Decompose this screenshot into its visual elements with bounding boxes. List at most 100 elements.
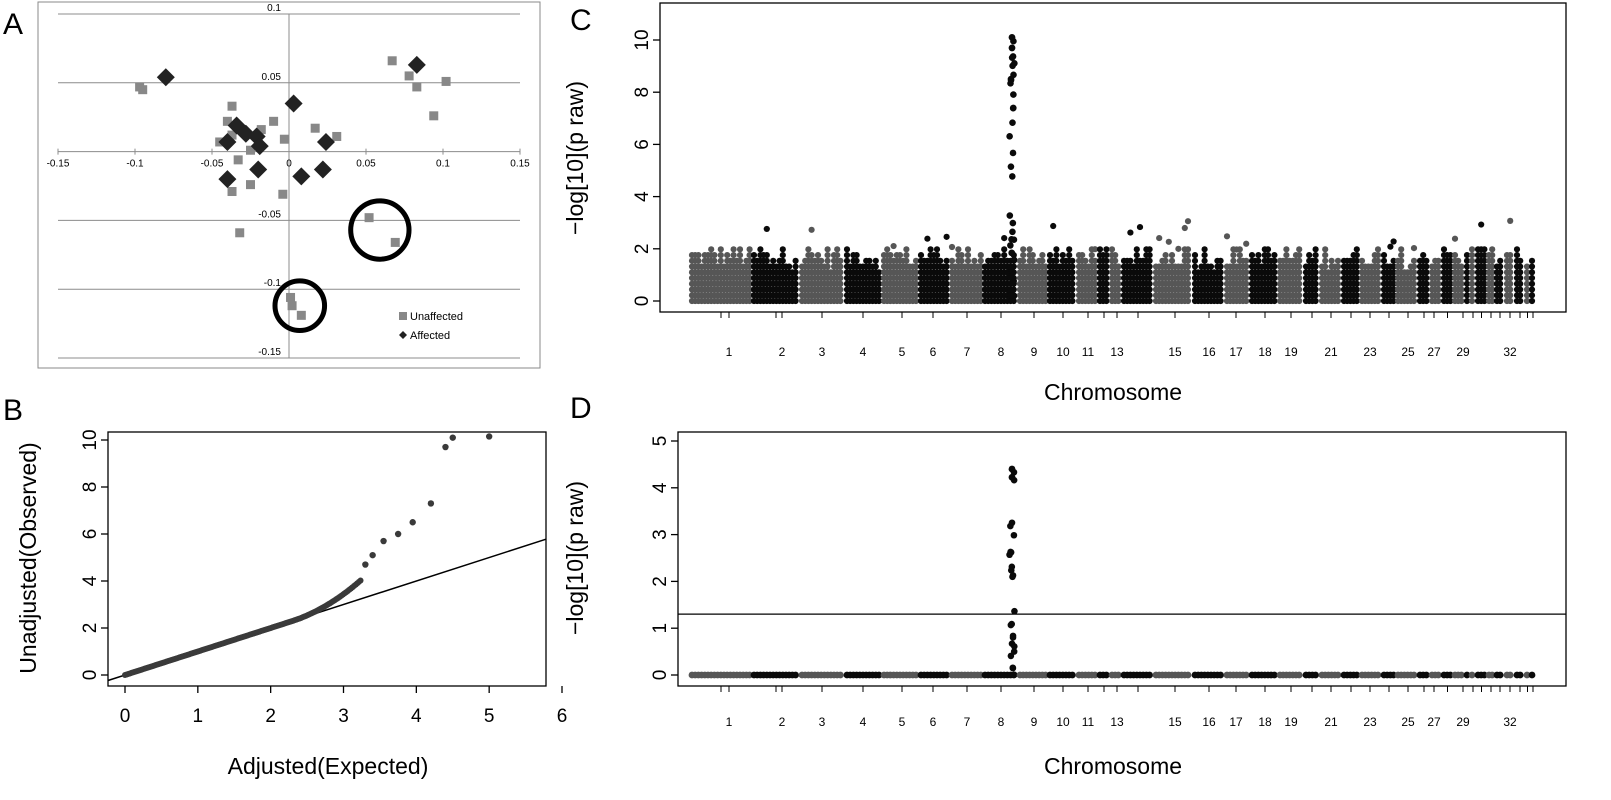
chromosome-label: 4 [860, 715, 867, 729]
snp-point [834, 246, 841, 253]
snp-point [1069, 292, 1076, 299]
snp-point [964, 257, 972, 264]
x-tick-label: 0 [120, 706, 131, 727]
chromosome-points-group [1108, 671, 1122, 679]
snp-point [1146, 292, 1153, 299]
snp-point [1334, 257, 1342, 264]
chromosome-points-group [1276, 671, 1303, 679]
snp-point [1410, 292, 1418, 299]
chromosome-points-group [1416, 671, 1430, 679]
snp-point [1191, 257, 1199, 264]
snp-point [1423, 269, 1430, 276]
snp-point [1271, 671, 1278, 679]
panel-b-ylabel: Unadjusted(Observed) [15, 442, 41, 673]
snp-point [1374, 251, 1382, 259]
chromosome-label: 6 [930, 345, 937, 359]
snp-point [779, 246, 786, 253]
snp-point [1146, 274, 1153, 282]
snp-point [1217, 269, 1224, 276]
snp-point [1517, 274, 1524, 282]
snp-point [943, 671, 950, 679]
chromosome-label: 7 [964, 715, 971, 729]
x-tick-label: 2 [265, 706, 276, 727]
snp-point [1410, 280, 1418, 287]
y-tick-label: 2 [632, 244, 653, 255]
snp-point [1008, 236, 1015, 243]
snp-point [1007, 548, 1014, 556]
snp-point [1478, 221, 1485, 228]
snp-point [792, 274, 799, 282]
snp-point [1243, 286, 1250, 293]
snp-point [837, 269, 844, 276]
chromosome-label: 1 [726, 715, 733, 729]
snp-point [1091, 246, 1099, 253]
snp-point [1353, 297, 1360, 305]
snp-point [1295, 671, 1303, 679]
snp-point [1042, 263, 1049, 270]
snp-point [1353, 246, 1360, 253]
snp-point [1115, 269, 1122, 276]
snp-point [1507, 292, 1514, 299]
x-tick-label: -0.1 [126, 159, 144, 170]
snp-point [837, 257, 844, 264]
snp-point [1507, 257, 1514, 264]
snp-point [1380, 251, 1388, 259]
snp-point [1009, 119, 1016, 126]
snp-point [1374, 257, 1382, 264]
snp-point [1463, 269, 1471, 276]
snp-point [1007, 265, 1015, 272]
chromosome-label: 9 [1031, 715, 1038, 729]
snp-point [1001, 246, 1008, 253]
snp-point [1184, 257, 1192, 264]
snp-point [1322, 263, 1329, 270]
qq-point [357, 577, 364, 584]
snp-point [1096, 246, 1104, 253]
snp-point [1146, 286, 1153, 293]
snp-point [1497, 292, 1504, 299]
snp-point [1296, 292, 1303, 299]
unaffected-point [246, 180, 255, 190]
snp-point [1115, 280, 1122, 287]
snp-point [1008, 44, 1016, 52]
snp-point [1398, 257, 1405, 264]
snp-point [1353, 263, 1360, 270]
snp-point [1489, 251, 1496, 259]
snp-point [1447, 274, 1454, 282]
chromosome-points-group [948, 671, 985, 679]
chromosome-points-group [798, 671, 844, 679]
snp-point [1489, 263, 1496, 270]
snp-point [912, 269, 920, 276]
chromosome-label: 19 [1284, 345, 1298, 359]
chromosome-label: 8 [998, 715, 1005, 729]
snp-point [1528, 292, 1536, 299]
snp-point [1497, 263, 1504, 270]
chromosome-points-group [1394, 244, 1418, 305]
x-tick-label: 0.15 [510, 159, 530, 170]
snp-point [837, 297, 844, 305]
snp-point [1255, 257, 1262, 264]
snp-point [903, 251, 910, 259]
snp-point [884, 246, 891, 253]
snp-point [1528, 280, 1536, 287]
unaffected-point [429, 111, 439, 121]
unaffected-point [279, 134, 289, 144]
snp-point [837, 263, 844, 270]
snp-point [746, 251, 753, 259]
chromosome-points-group [1493, 671, 1504, 679]
snp-point [1435, 257, 1442, 264]
chromosome-label: 32 [1503, 345, 1517, 359]
snp-point [814, 251, 822, 259]
chromosome-points-group [1358, 671, 1382, 679]
snp-point [1312, 280, 1319, 287]
snp-point [1513, 251, 1521, 259]
snp-point [1217, 274, 1224, 282]
snp-point [1009, 219, 1017, 227]
affected-point [218, 170, 237, 189]
snp-point [792, 671, 799, 679]
snp-point [1201, 251, 1208, 259]
snp-point [1069, 280, 1076, 287]
snp-point [1468, 297, 1476, 305]
snp-point [1353, 286, 1360, 293]
snp-point [746, 286, 753, 293]
chromosome-label: 17 [1229, 715, 1243, 729]
